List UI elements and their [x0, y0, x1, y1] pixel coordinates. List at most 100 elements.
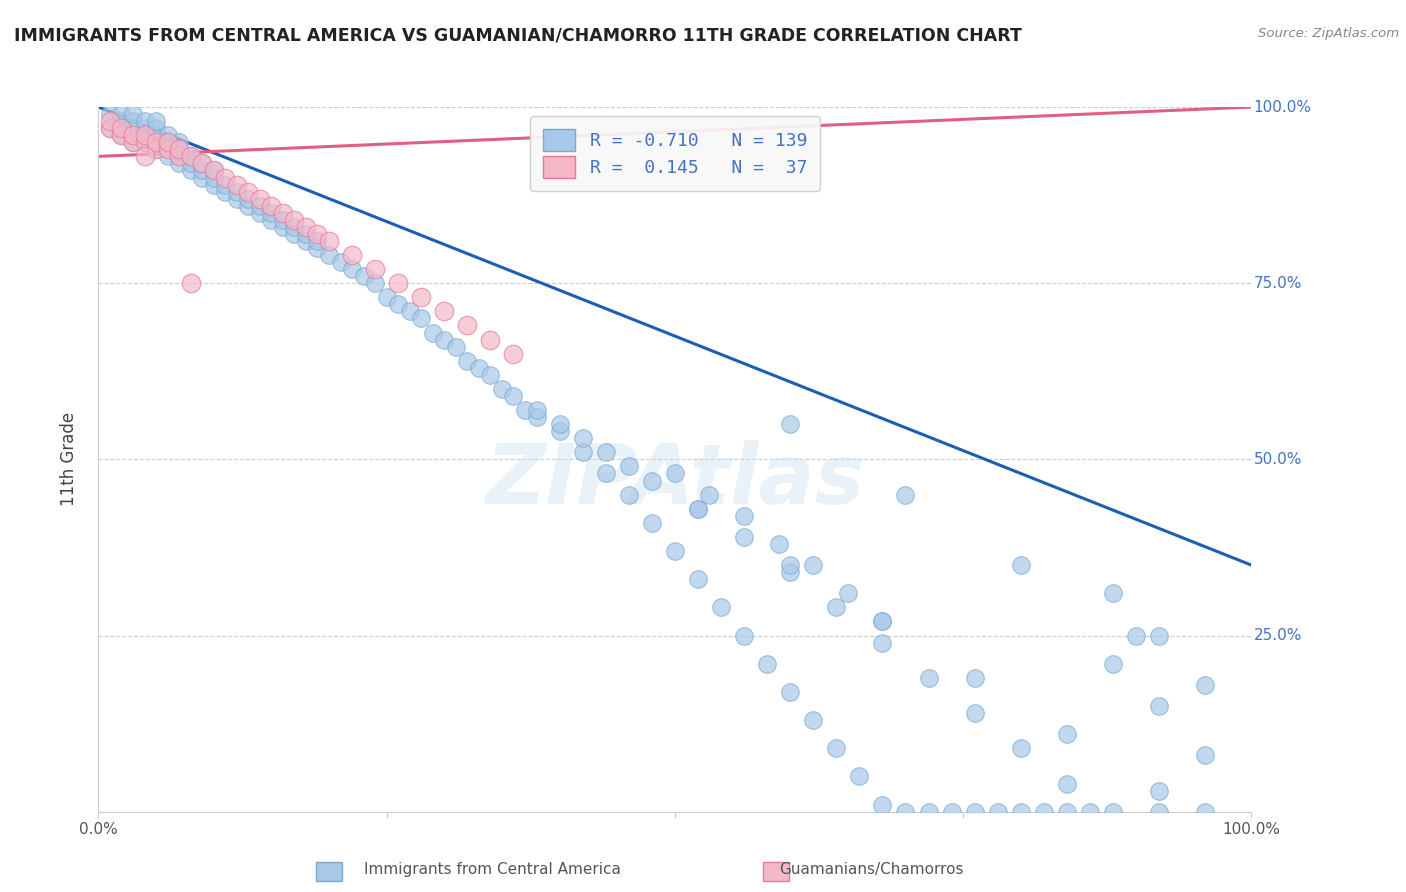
- Point: [340, 248, 363, 262]
- Point: [987, 805, 1010, 819]
- Point: [134, 135, 156, 149]
- Text: 75.0%: 75.0%: [1254, 276, 1302, 291]
- Point: [1010, 741, 1032, 756]
- Point: [1102, 657, 1125, 671]
- Point: [271, 212, 294, 227]
- Point: [307, 227, 329, 241]
- Point: [502, 346, 524, 360]
- Point: [167, 142, 190, 156]
- Point: [479, 333, 502, 347]
- Point: [825, 741, 848, 756]
- Point: [1194, 805, 1216, 819]
- Point: [444, 340, 467, 354]
- Point: [110, 121, 132, 136]
- Point: [156, 142, 179, 156]
- Point: [202, 178, 225, 192]
- Point: [134, 128, 156, 143]
- Point: [364, 277, 387, 291]
- Point: [422, 326, 444, 340]
- Point: [664, 544, 686, 558]
- Point: [122, 128, 145, 143]
- Point: [98, 121, 121, 136]
- Point: [941, 805, 963, 819]
- Point: [283, 219, 305, 234]
- Point: [894, 487, 917, 501]
- Point: [1194, 748, 1216, 763]
- Point: [1102, 586, 1125, 600]
- Point: [238, 199, 260, 213]
- Text: 25.0%: 25.0%: [1254, 628, 1302, 643]
- Point: [98, 121, 121, 136]
- Point: [295, 219, 318, 234]
- Point: [283, 212, 305, 227]
- Point: [699, 487, 721, 501]
- Point: [191, 170, 214, 185]
- Point: [110, 114, 132, 128]
- Point: [145, 135, 167, 149]
- Point: [340, 262, 363, 277]
- Point: [145, 121, 167, 136]
- Text: Source: ZipAtlas.com: Source: ZipAtlas.com: [1258, 27, 1399, 40]
- Point: [122, 135, 145, 149]
- Point: [548, 417, 571, 431]
- Point: [1147, 805, 1170, 819]
- Point: [271, 205, 294, 219]
- Point: [894, 805, 917, 819]
- Point: [456, 318, 478, 333]
- Point: [214, 178, 236, 192]
- Point: [491, 382, 513, 396]
- Point: [686, 501, 709, 516]
- Point: [145, 128, 167, 143]
- Point: [191, 156, 214, 170]
- Point: [779, 685, 801, 699]
- Point: [134, 114, 156, 128]
- Point: [249, 199, 271, 213]
- Point: [167, 142, 190, 156]
- Point: [375, 290, 398, 304]
- Point: [134, 121, 156, 136]
- Point: [917, 805, 939, 819]
- Point: [122, 121, 145, 136]
- Point: [307, 241, 329, 255]
- Point: [617, 459, 640, 474]
- Point: [156, 142, 179, 156]
- Point: [134, 135, 156, 149]
- Point: [260, 205, 283, 219]
- Point: [307, 234, 329, 248]
- Point: [167, 149, 190, 163]
- Point: [779, 565, 801, 579]
- Point: [733, 530, 755, 544]
- Point: [872, 635, 894, 649]
- Point: [202, 163, 225, 178]
- Point: [733, 628, 755, 642]
- Point: [145, 135, 167, 149]
- Point: [167, 135, 190, 149]
- Point: [214, 185, 236, 199]
- Point: [1056, 727, 1078, 741]
- Point: [710, 600, 733, 615]
- Legend: R = -0.710   N = 139, R =  0.145   N =  37: R = -0.710 N = 139, R = 0.145 N = 37: [530, 116, 820, 191]
- Point: [779, 417, 801, 431]
- Point: [479, 368, 502, 382]
- Point: [513, 403, 536, 417]
- Point: [641, 474, 664, 488]
- Point: [364, 262, 387, 277]
- Text: Guamanians/Chamorros: Guamanians/Chamorros: [779, 863, 965, 877]
- Point: [768, 537, 790, 551]
- Point: [837, 586, 859, 600]
- Point: [318, 248, 340, 262]
- Point: [249, 192, 271, 206]
- Point: [353, 269, 375, 284]
- Point: [1102, 805, 1125, 819]
- Point: [1194, 678, 1216, 692]
- Point: [98, 107, 121, 121]
- Point: [110, 128, 132, 143]
- Point: [1125, 628, 1147, 642]
- Point: [260, 212, 283, 227]
- Text: IMMIGRANTS FROM CENTRAL AMERICA VS GUAMANIAN/CHAMORRO 11TH GRADE CORRELATION CHA: IMMIGRANTS FROM CENTRAL AMERICA VS GUAMA…: [14, 27, 1022, 45]
- Point: [191, 156, 214, 170]
- Point: [180, 163, 202, 178]
- Point: [156, 149, 179, 163]
- Point: [271, 219, 294, 234]
- Y-axis label: 11th Grade: 11th Grade: [59, 412, 77, 507]
